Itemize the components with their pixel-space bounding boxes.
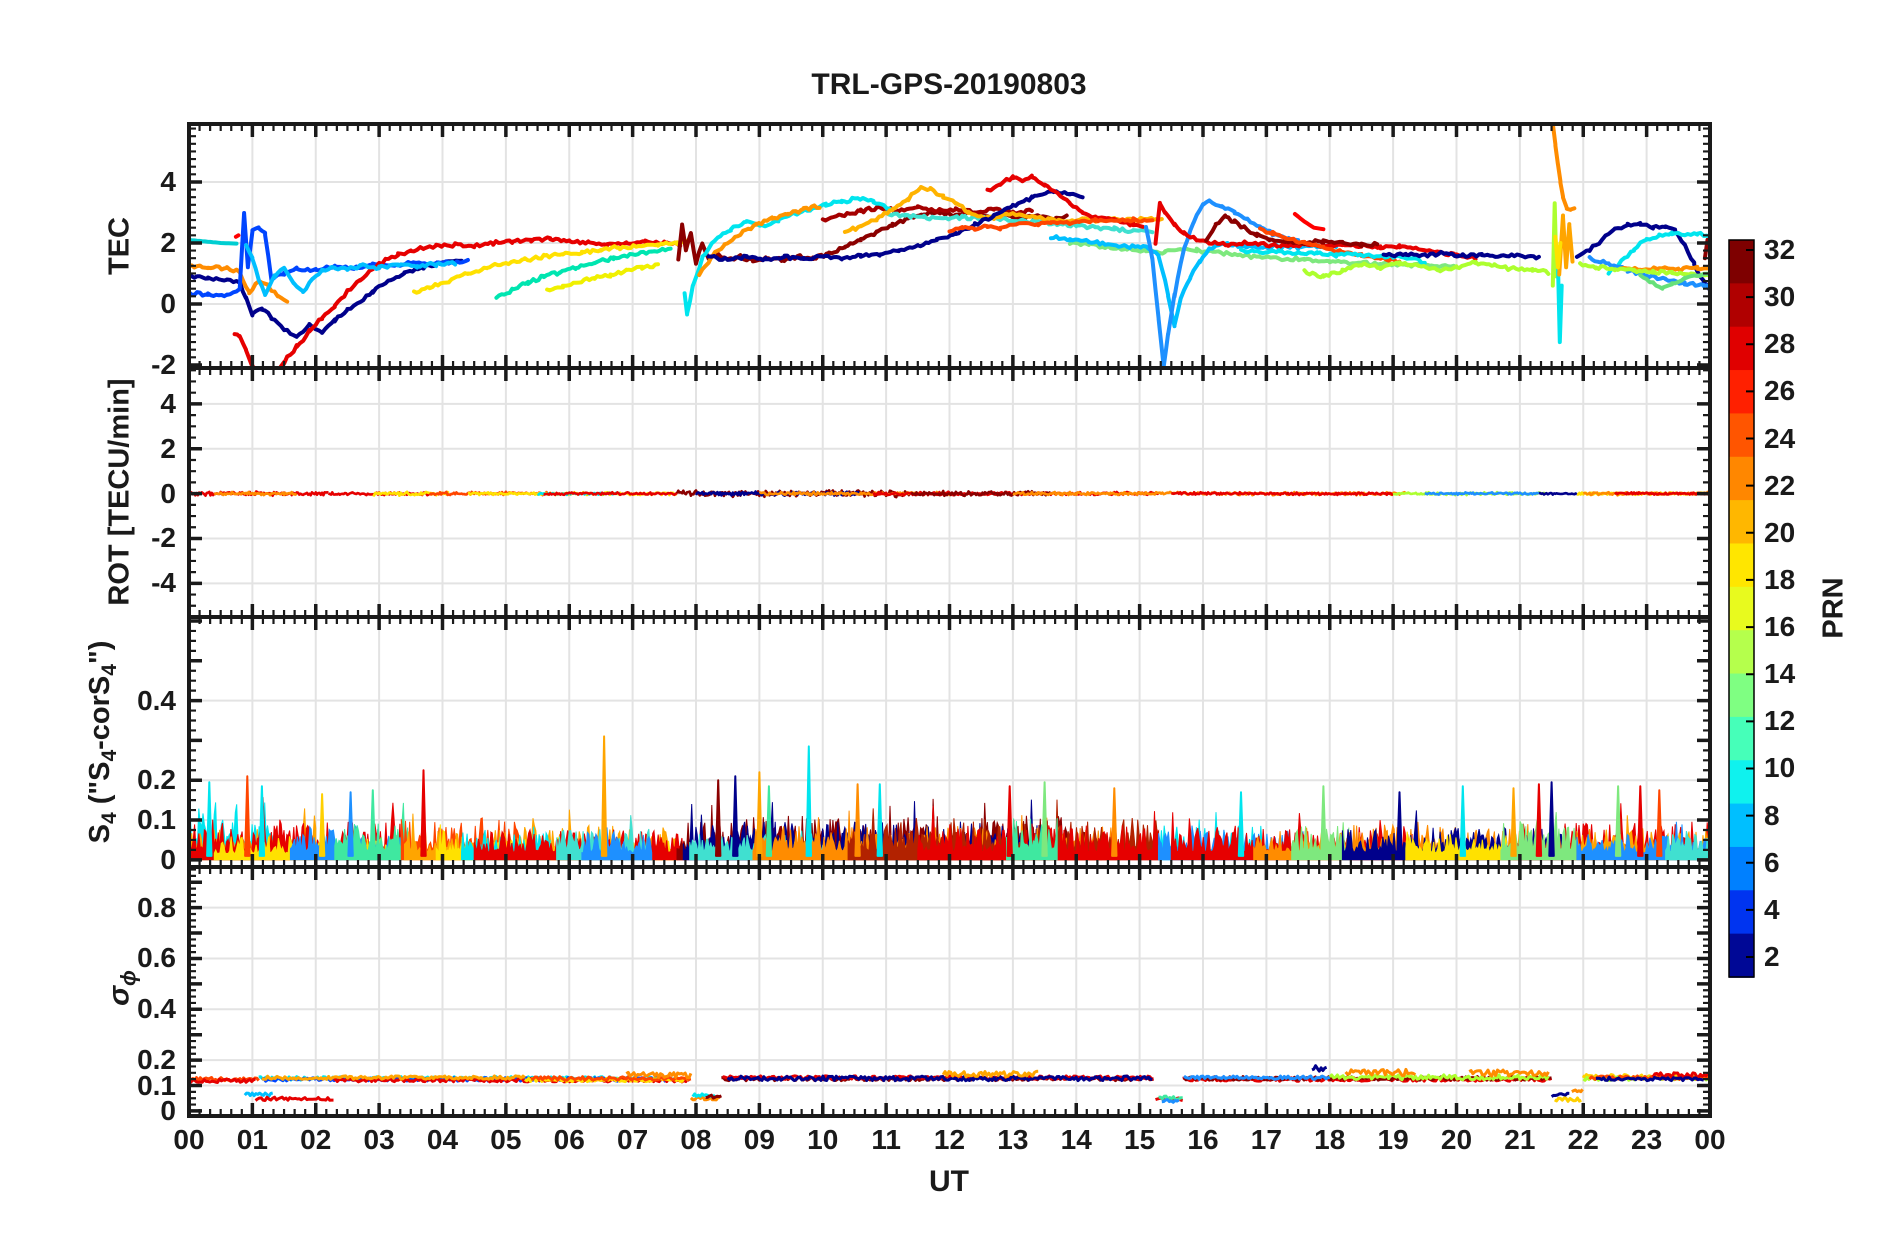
x-tick-label: 00 (173, 1124, 205, 1155)
x-tick-label: 07 (617, 1124, 649, 1155)
x-tick-label: 14 (1060, 1124, 1092, 1155)
colorbar-tick-label: 2 (1764, 941, 1780, 972)
x-tick-label: 18 (1314, 1124, 1346, 1155)
colorbar-tick-label: 30 (1764, 281, 1796, 313)
y-tick-label-ROT: 4 (160, 387, 176, 419)
colorbar-tick-label: 22 (1764, 469, 1796, 501)
y-tick-label-ROT: -2 (151, 522, 176, 554)
y-tick-label-sigma_phi: 0.4 (137, 993, 176, 1025)
y-tick-label-ROT: -4 (151, 567, 176, 599)
colorbar-tick-label: 26 (1764, 375, 1796, 407)
colorbar-tick-label: 12 (1764, 705, 1796, 737)
panel-S4 (187, 615, 1712, 869)
x-tick-label: 15 (1124, 1124, 1156, 1155)
rot-axis-label: ROT [TECU/min] (103, 378, 136, 606)
x-tick-label: 02 (300, 1124, 332, 1155)
x-tick-label: 10 (807, 1124, 839, 1155)
y-tick-label-S4: 0.1 (137, 804, 176, 836)
colorbar-tick-label: 18 (1764, 563, 1796, 595)
colorbar-tick-label: 14 (1764, 658, 1796, 690)
colorbar-tick-label: 16 (1764, 611, 1796, 643)
x-tick-label: 11 (871, 1124, 901, 1155)
x-tick-label: 19 (1377, 1124, 1409, 1155)
y-tick-label-ROT: 2 (160, 432, 176, 464)
y-tick-label-sigma_phi: 0.2 (137, 1044, 176, 1076)
y-tick-label-TEC: -2 (151, 348, 176, 380)
colorbar-tick-label: 28 (1764, 328, 1796, 360)
colorbar-tick-label: 32 (1764, 234, 1796, 265)
panel-sigma_phi (187, 865, 1712, 1118)
x-tick-label: 20 (1440, 1124, 1473, 1155)
y-tick-label-TEC: 2 (160, 226, 176, 258)
x-tick-label: 09 (743, 1124, 775, 1155)
x-tick-label: 04 (426, 1124, 459, 1155)
x-tick-label: 00 (1694, 1124, 1726, 1155)
x-tick-label: 08 (680, 1124, 712, 1155)
y-tick-label-ROT: 0 (160, 477, 176, 509)
x-tick-label: 22 (1567, 1124, 1599, 1155)
x-tick-label: 23 (1631, 1124, 1663, 1155)
colorbar-tick-label: 6 (1764, 846, 1780, 878)
y-tick-label-sigma_phi: 0.1 (137, 1069, 176, 1101)
x-tick-label: 01 (236, 1124, 268, 1155)
colorbar-tick-label: 24 (1764, 422, 1796, 454)
x-tick-label: 17 (1250, 1124, 1282, 1155)
y-tick-label-S4: 0 (160, 843, 176, 875)
y-tick-label-sigma_phi: 0.6 (137, 942, 176, 974)
panel-ROT (187, 366, 1712, 619)
x-tick-label: 06 (553, 1124, 585, 1155)
colorbar-tick-label: 20 (1764, 516, 1796, 548)
y-tick-label-S4: 0.2 (137, 764, 176, 796)
panel-TEC (187, 122, 1712, 370)
sigma-phi-axis-label: σϕ (102, 970, 141, 1006)
tec-axis-label: TEC (103, 217, 136, 275)
x-tick-label: 12 (933, 1124, 966, 1155)
x-tick-label: 13 (997, 1124, 1029, 1155)
x-tick-label: 03 (363, 1124, 395, 1155)
colorbar-tick-label: 10 (1764, 752, 1796, 784)
x-tick-label: 21 (1504, 1124, 1536, 1155)
x-axis-label: UT (929, 1165, 969, 1198)
s4-axis-label: S4 ("S4-corS4") (84, 640, 121, 844)
y-tick-label-sigma_phi: 0 (160, 1094, 176, 1126)
colorbar-tick-label: 4 (1764, 893, 1780, 925)
colorbar (1728, 239, 1755, 978)
y-tick-label-TEC: 0 (160, 287, 176, 319)
y-tick-label-sigma_phi: 0.8 (137, 891, 176, 923)
y-tick-label-TEC: 4 (160, 165, 176, 197)
colorbar-label: PRN (1817, 577, 1850, 639)
colorbar-tick-label: 8 (1764, 799, 1780, 831)
x-tick-label: 05 (490, 1124, 522, 1155)
y-tick-label-S4: 0.4 (137, 684, 176, 716)
chart-title: TRL-GPS-20190803 (811, 68, 1087, 101)
x-tick-label: 16 (1187, 1124, 1219, 1155)
